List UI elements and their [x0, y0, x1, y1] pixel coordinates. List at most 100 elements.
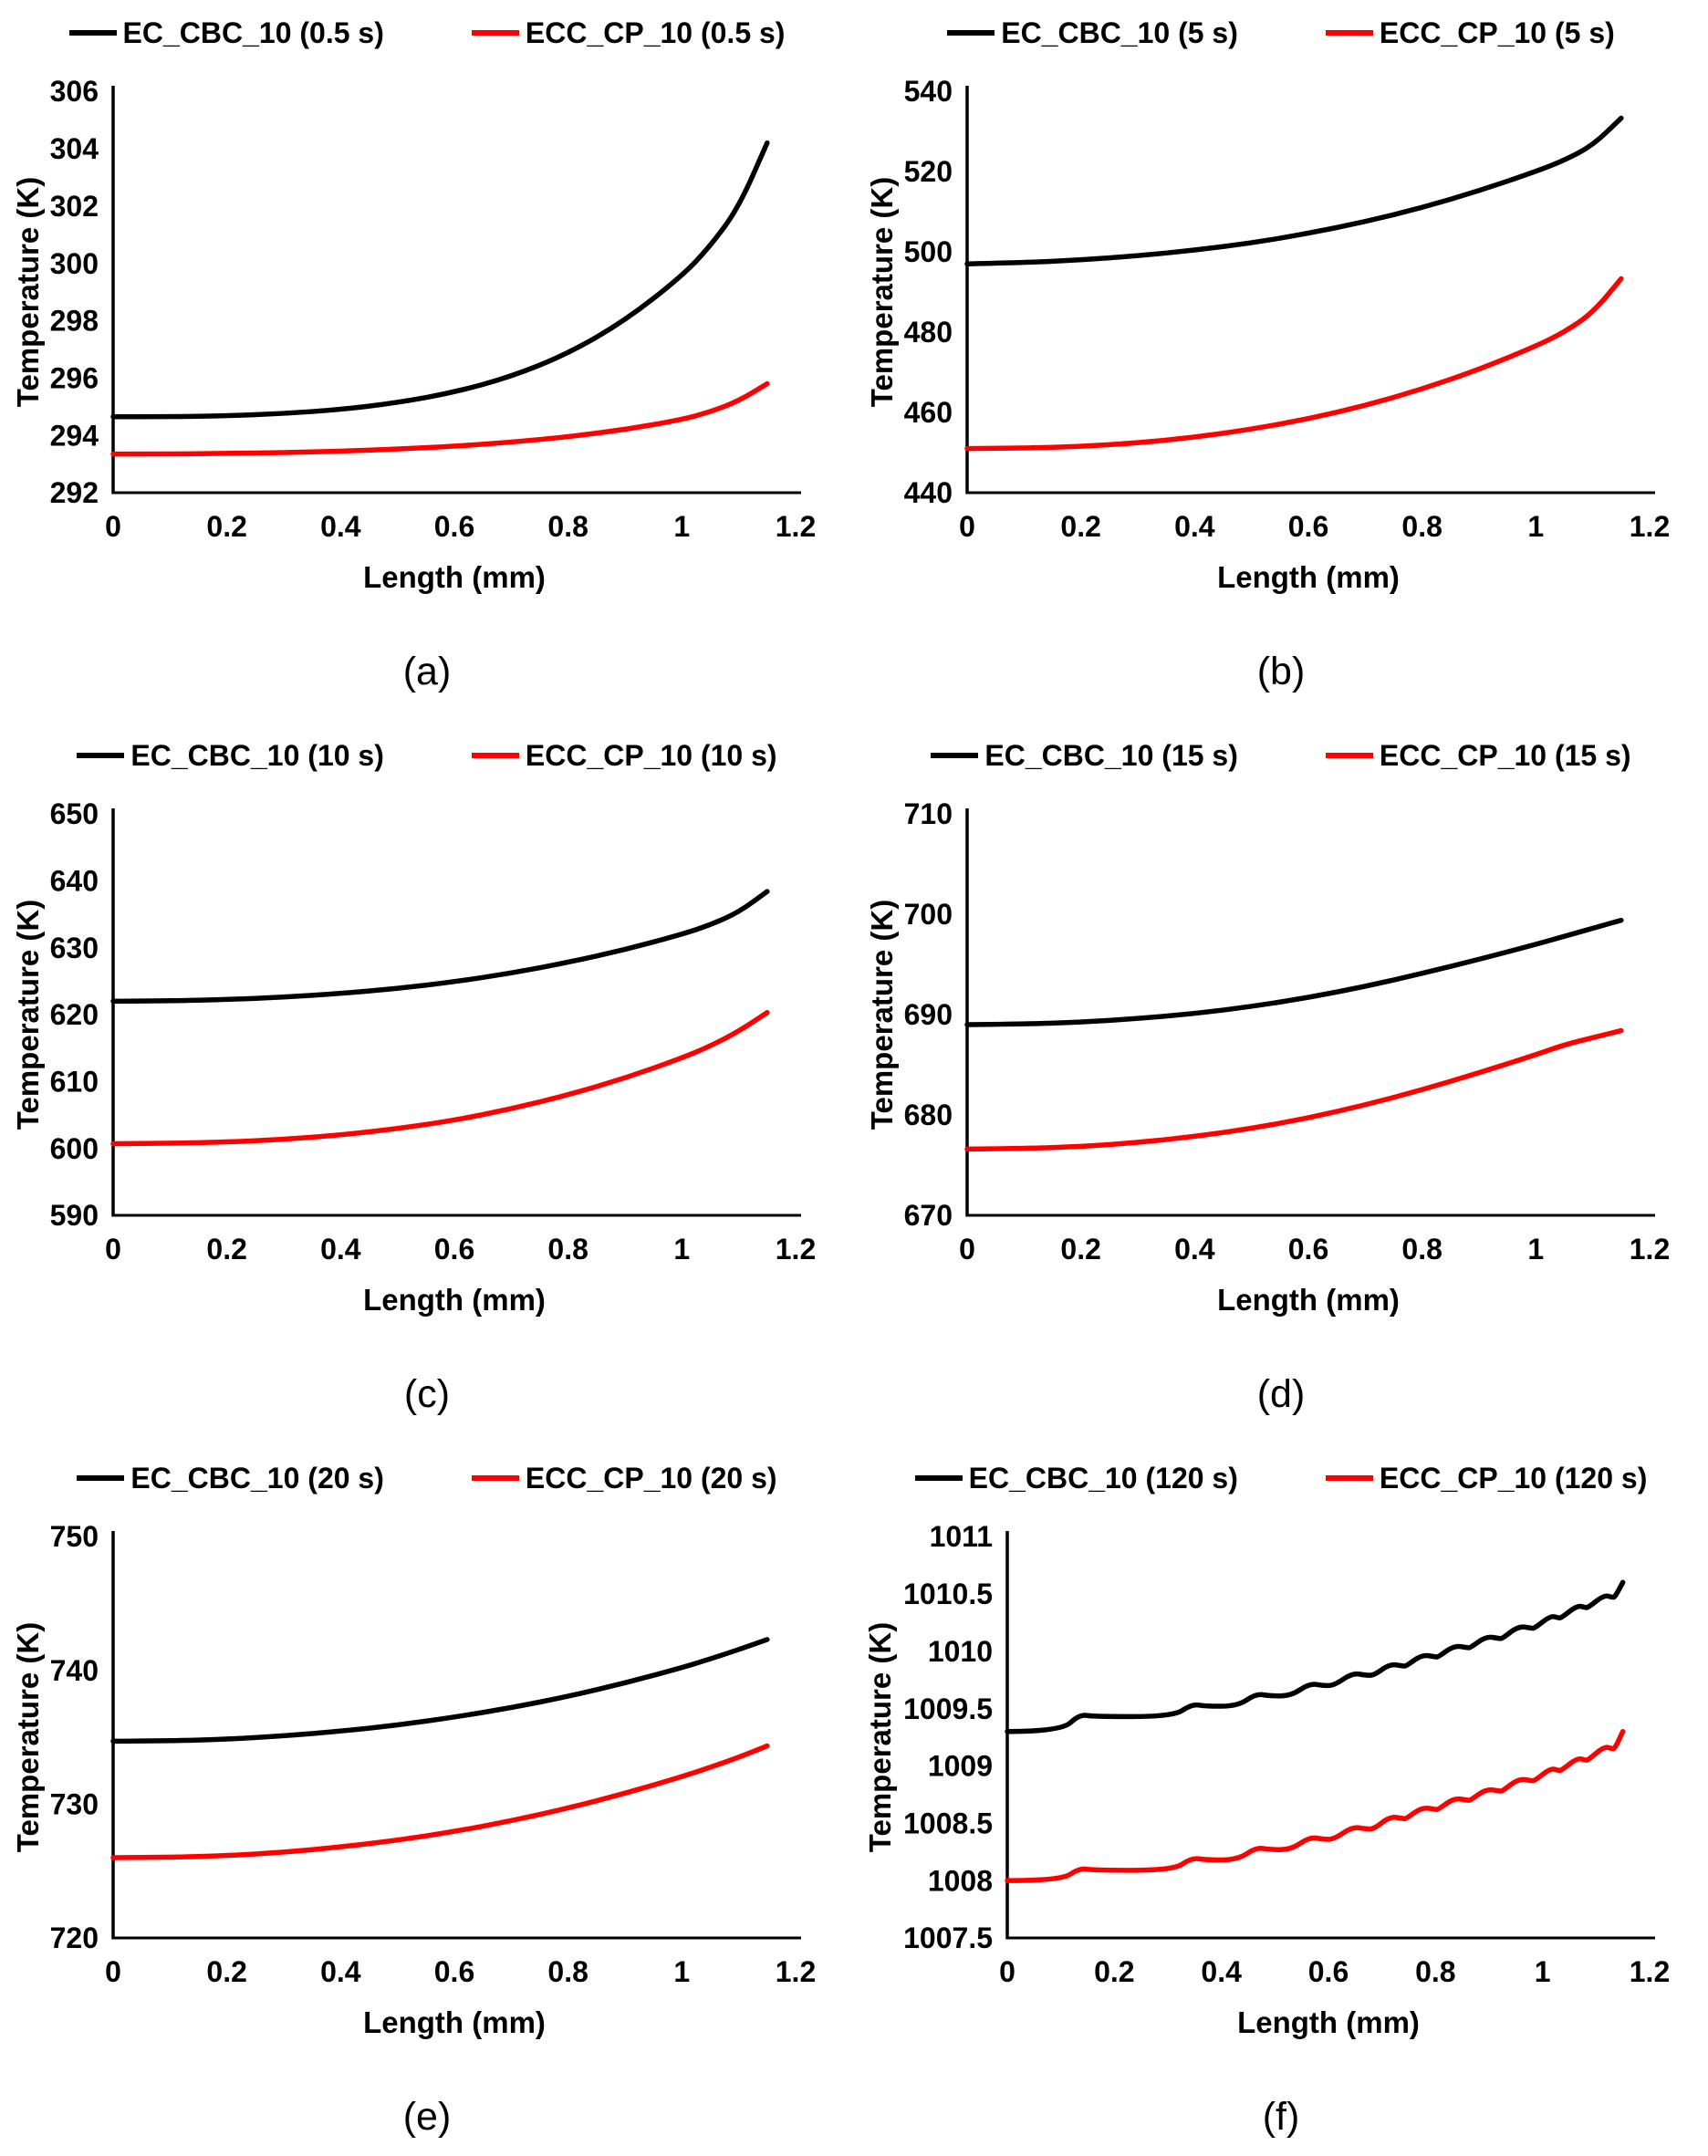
- svg-text:730: 730: [50, 1788, 99, 1821]
- svg-text:1.2: 1.2: [1630, 1233, 1670, 1265]
- svg-text:1: 1: [673, 1233, 690, 1265]
- panel-caption-c: (c): [403, 1372, 451, 1416]
- svg-text:0.4: 0.4: [1174, 1233, 1215, 1265]
- svg-text:0.6: 0.6: [1308, 1955, 1349, 1988]
- svg-text:650: 650: [50, 797, 99, 830]
- legend-line-red-icon: [1325, 30, 1373, 36]
- legend-item-red: ECC_CP_10 (5 s): [1325, 16, 1615, 50]
- svg-text:1010.5: 1010.5: [903, 1578, 993, 1610]
- svg-text:0.8: 0.8: [547, 1233, 588, 1265]
- svg-text:440: 440: [904, 476, 953, 509]
- svg-text:520: 520: [904, 155, 953, 188]
- line-chart-b: 440 460 480 500 520 540 0 0.2 0.4 0.6 0.8 1 1.2 Lengt…: [865, 75, 1670, 594]
- svg-text:302: 302: [50, 190, 99, 223]
- panel-caption-b: (b): [1256, 650, 1306, 693]
- svg-text:0.6: 0.6: [1288, 510, 1328, 543]
- svg-text:480: 480: [904, 316, 953, 349]
- svg-text:600: 600: [50, 1132, 99, 1165]
- svg-text:298: 298: [50, 305, 99, 338]
- legend-item-black: EC_CBC_10 (15 s): [931, 738, 1238, 773]
- svg-text:0.2: 0.2: [1060, 510, 1100, 543]
- chart-panel-d: EC_CBC_10 (15 s) ECC_CP_10 (15 s) 670 680…: [854, 730, 1708, 1417]
- svg-text:670: 670: [904, 1199, 953, 1232]
- chart-panel-e: EC_CBC_10 (20 s) ECC_CP_10 (20 s) 720 730…: [0, 1453, 854, 2140]
- svg-text:1010: 1010: [928, 1635, 993, 1668]
- svg-text:0.8: 0.8: [547, 510, 588, 543]
- legend-label: EC_CBC_10 (0.5 s): [122, 16, 384, 49]
- svg-text:Length (mm): Length (mm): [363, 2005, 546, 2039]
- svg-text:0.2: 0.2: [206, 510, 246, 543]
- legend-label: ECC_CP_10 (0.5 s): [525, 16, 786, 49]
- svg-text:Temperature (K): Temperature (K): [863, 1622, 897, 1852]
- legend-label: EC_CBC_10 (120 s): [968, 1461, 1238, 1495]
- svg-text:0.4: 0.4: [320, 1233, 361, 1265]
- legend-label: ECC_CP_10 (5 s): [1379, 16, 1615, 49]
- line-chart-c: 590 600 610 620 630 640 650 0 0.2 0.4 0.6 0.8 1 1.2 Le…: [11, 797, 816, 1317]
- svg-text:1.2: 1.2: [776, 1233, 816, 1265]
- svg-text:0.8: 0.8: [1415, 1955, 1455, 1988]
- svg-text:590: 590: [50, 1199, 99, 1232]
- svg-text:1.2: 1.2: [776, 1955, 816, 1988]
- svg-text:0.4: 0.4: [1201, 1955, 1242, 1988]
- line-chart-e: 720 730 740 750 0 0.2 0.4 0.6 0.8 1 1.2 Length (mm)…: [11, 1520, 816, 2039]
- svg-text:300: 300: [50, 247, 99, 280]
- svg-text:294: 294: [50, 419, 99, 452]
- svg-text:Temperature (K): Temperature (K): [865, 177, 899, 407]
- svg-text:Temperature (K): Temperature (K): [11, 177, 45, 407]
- svg-text:0.8: 0.8: [547, 1955, 588, 1988]
- svg-text:0: 0: [959, 1233, 975, 1265]
- legend-item-red: ECC_CP_10 (15 s): [1325, 738, 1631, 773]
- svg-text:0.2: 0.2: [206, 1955, 246, 1988]
- svg-text:680: 680: [904, 1099, 953, 1131]
- svg-text:700: 700: [904, 898, 953, 931]
- svg-text:Length (mm): Length (mm): [363, 1283, 546, 1317]
- svg-text:0.2: 0.2: [1094, 1955, 1134, 1988]
- line-chart-f: 1007.5 1008 1008.5 1009 1009.5 1010 1010.5 1011…: [863, 1520, 1670, 2039]
- legend-line-black-icon: [931, 753, 979, 758]
- svg-text:0.6: 0.6: [434, 1233, 474, 1265]
- svg-text:Length (mm): Length (mm): [363, 560, 546, 594]
- svg-text:0.4: 0.4: [1174, 510, 1215, 543]
- legend-line-black-icon: [77, 753, 125, 758]
- legend-item-black: EC_CBC_10 (20 s): [77, 1462, 384, 1495]
- svg-text:500: 500: [904, 235, 953, 268]
- svg-text:Length (mm): Length (mm): [1217, 560, 1400, 594]
- svg-text:1: 1: [673, 510, 690, 543]
- legend-label: EC_CBC_10 (5 s): [1001, 16, 1238, 49]
- svg-text:306: 306: [50, 75, 99, 108]
- chart-panel-c: EC_CBC_10 (10 s) ECC_CP_10 (10 s) 590 600…: [0, 730, 854, 1417]
- legend-item-red: ECC_CP_10 (0.5 s): [471, 16, 786, 50]
- svg-text:610: 610: [50, 1066, 99, 1099]
- svg-text:0: 0: [105, 1233, 121, 1265]
- legend-label: ECC_CP_10 (20 s): [525, 1461, 777, 1495]
- svg-text:0: 0: [105, 510, 121, 543]
- svg-text:1: 1: [1535, 1955, 1551, 1988]
- svg-text:Temperature (K): Temperature (K): [11, 1622, 45, 1852]
- svg-text:750: 750: [50, 1520, 99, 1553]
- legend-label: ECC_CP_10 (120 s): [1379, 1461, 1648, 1495]
- svg-text:1011: 1011: [930, 1520, 993, 1553]
- panel-caption-f: (f): [1262, 2095, 1300, 2139]
- svg-text:0.4: 0.4: [320, 1955, 361, 1988]
- legend-c: EC_CBC_10 (10 s) ECC_CP_10 (10 s): [77, 735, 777, 776]
- svg-text:1007.5: 1007.5: [903, 1922, 993, 1954]
- legend-line-black-icon: [914, 1475, 963, 1481]
- legend-line-red-icon: [471, 753, 519, 758]
- svg-text:640: 640: [50, 865, 99, 898]
- svg-text:1.2: 1.2: [1630, 510, 1670, 543]
- panel-caption-e: (e): [402, 2095, 452, 2139]
- svg-text:620: 620: [50, 998, 99, 1031]
- panel-caption-a: (a): [402, 650, 452, 693]
- svg-text:0.2: 0.2: [1060, 1233, 1100, 1265]
- svg-text:0.6: 0.6: [434, 1955, 474, 1988]
- legend-label: EC_CBC_10 (15 s): [984, 738, 1238, 772]
- legend-label: ECC_CP_10 (15 s): [1379, 738, 1631, 772]
- svg-text:Temperature (K): Temperature (K): [11, 900, 45, 1130]
- svg-text:Length (mm): Length (mm): [1217, 1283, 1400, 1317]
- svg-text:0: 0: [105, 1955, 121, 1988]
- chart-panel-f: EC_CBC_10 (120 s) ECC_CP_10 (120 s) 1007…: [854, 1453, 1708, 2140]
- legend-line-black-icon: [68, 30, 117, 36]
- svg-text:1009: 1009: [928, 1750, 993, 1783]
- svg-text:304: 304: [50, 132, 99, 165]
